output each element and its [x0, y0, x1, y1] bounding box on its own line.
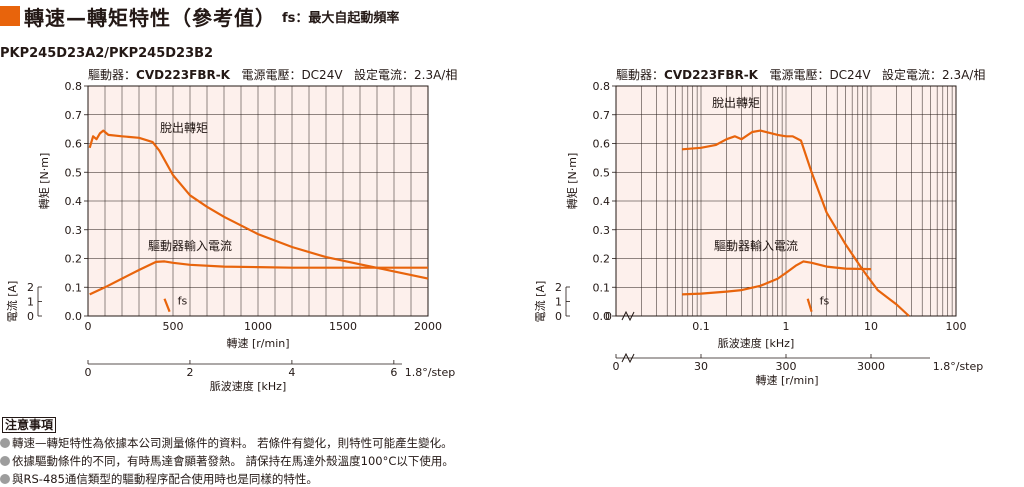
- speed-tick-label: 300: [776, 360, 797, 373]
- input-current-label: 驅動器輸入電流: [148, 238, 232, 253]
- pullout-torque-line: [88, 129, 429, 280]
- pullout-label: 脫出轉矩: [712, 95, 760, 110]
- step-note: 1.8°/step: [933, 360, 984, 373]
- pulse-tick-label: 2: [186, 366, 193, 379]
- driver-model: CVD223FBR-K: [664, 68, 758, 82]
- page-subtitle: fs：最大自起動頻率: [282, 10, 400, 26]
- voltage-text: 電源電壓：DC24V: [769, 68, 871, 82]
- y-tick-label: 0.1: [65, 281, 83, 294]
- y-tick-label: 0.5: [593, 166, 611, 179]
- input-current-line: [89, 260, 428, 296]
- speed-tick-label: 30: [694, 360, 708, 373]
- y-tick-label: 0.1: [593, 281, 611, 294]
- y-tick-label: 0.8: [65, 80, 83, 93]
- speed-tick-label: 3000: [857, 360, 885, 373]
- current-setting-text: 設定電流：2.3A/相: [882, 68, 986, 82]
- model-number: PKP245D23A2/PKP245D23B2: [0, 46, 214, 61]
- page-title: 轉速—轉矩特性（參考值）: [24, 5, 276, 30]
- current-tick-label: 0: [27, 310, 34, 323]
- y-tick-label: 0.7: [593, 109, 611, 122]
- x-tick-label: 100: [946, 320, 967, 333]
- bullet-icon: [0, 456, 10, 466]
- pullout-label: 脫出轉矩: [160, 120, 208, 135]
- driver-label: 驅動器：: [88, 68, 137, 82]
- input-current-line: [682, 260, 872, 296]
- note-item-1: 轉速—轉矩特性為依據本公司測量條件的資料。 若條件有變化，則特性可能產生變化。: [0, 435, 453, 451]
- current-axis-label: 電流 [A]: [533, 281, 547, 323]
- voltage-text: 電源電壓：DC24V: [241, 68, 343, 82]
- y-tick-label: 0.2: [593, 253, 611, 266]
- axis-break-icon: [621, 352, 635, 364]
- x-axis-label: 脈波速度 [kHz]: [718, 336, 795, 350]
- current-tick-label: 0: [555, 310, 562, 323]
- current-setting-text: 設定電流：2.3A/相: [354, 68, 458, 82]
- conditions-left: 驅動器：CVD223FBR-K 電源電壓：DC24V 設定電流：2.3A/相: [88, 66, 457, 83]
- current-tick-label: 1: [555, 296, 562, 309]
- y-tick-label: 0.3: [65, 224, 83, 237]
- x-tick-label: 500: [163, 320, 184, 333]
- y-tick-label: 0.6: [65, 138, 83, 151]
- x-tick-label: 0.1: [692, 320, 710, 333]
- pulse-axis-label: 脈波速度 [kHz]: [210, 379, 287, 393]
- pulse-tick-label: 0: [85, 366, 92, 379]
- section-header: 轉速—轉矩特性（參考值） fs：最大自起動頻率: [0, 2, 399, 30]
- driver-model: CVD223FBR-K: [136, 68, 230, 82]
- x-tick-label: 1: [783, 320, 790, 333]
- current-tick-label: 2: [27, 281, 34, 294]
- y-tick-label: 0.6: [593, 138, 611, 151]
- pulse-tick-label: 6: [390, 366, 397, 379]
- input-current-label: 驅動器輸入電流: [714, 238, 798, 253]
- x-tick-label-zero: 0: [605, 310, 612, 323]
- axis-break-icon: [621, 310, 635, 322]
- x-tick-label: 2000: [414, 320, 442, 333]
- bullet-icon: [0, 474, 10, 484]
- header-square-icon: [0, 6, 20, 26]
- y-tick-label: 0.4: [593, 195, 611, 208]
- x-tick-label: 10: [864, 320, 878, 333]
- y-axis-label: 轉矩 [N·m]: [38, 153, 51, 210]
- notes-title: 注意事項: [2, 417, 57, 433]
- speed-tick-label: 0: [613, 360, 620, 373]
- conditions-right: 驅動器：CVD223FBR-K 電源電壓：DC24V 設定電流：2.3A/相: [616, 66, 985, 83]
- x-axis-label: 轉速 [r/min]: [226, 337, 289, 350]
- fs-label: fs: [178, 295, 188, 308]
- note-item-3: 與RS-485通信類型的驅動程序配合使用時也是同樣的特性。: [0, 471, 318, 487]
- y-tick-label: 0.7: [65, 109, 83, 122]
- fs-marker: [806, 298, 813, 313]
- y-tick-label: 0.0: [65, 310, 83, 323]
- x-tick-label: 1500: [329, 320, 357, 333]
- y-tick-label: 0.4: [65, 195, 83, 208]
- y-tick-label: 0.5: [65, 166, 83, 179]
- x-tick-label: 0: [85, 320, 92, 333]
- current-axis-label: 電流 [A]: [5, 281, 19, 323]
- y-tick-label: 0.0: [593, 310, 611, 323]
- note-item-2: 依據驅動條件的不同，有時馬達會顯著發熱。 請保持在馬達外殼溫度100°C以下使用…: [0, 453, 454, 469]
- current-tick-label: 2: [555, 281, 562, 294]
- pulse-tick-label: 4: [288, 366, 295, 379]
- step-note: 1.8°/step: [405, 366, 456, 379]
- x-tick-label: 1000: [244, 320, 272, 333]
- driver-label: 驅動器：: [616, 68, 665, 82]
- fs-label: fs: [820, 295, 830, 308]
- y-tick-label: 0.8: [593, 80, 611, 93]
- y-axis-label: 轉矩 [N·m]: [566, 153, 579, 210]
- current-tick-label: 1: [27, 296, 34, 309]
- bullet-icon: [0, 438, 10, 448]
- fs-marker: [163, 298, 171, 313]
- y-tick-label: 0.3: [593, 224, 611, 237]
- y-tick-label: 0.2: [65, 253, 83, 266]
- speed-axis-label: 轉速 [r/min]: [755, 374, 818, 387]
